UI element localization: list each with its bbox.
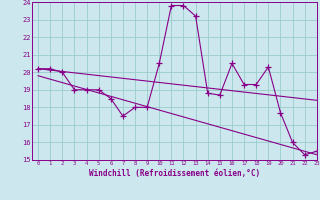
X-axis label: Windchill (Refroidissement éolien,°C): Windchill (Refroidissement éolien,°C) bbox=[89, 169, 260, 178]
